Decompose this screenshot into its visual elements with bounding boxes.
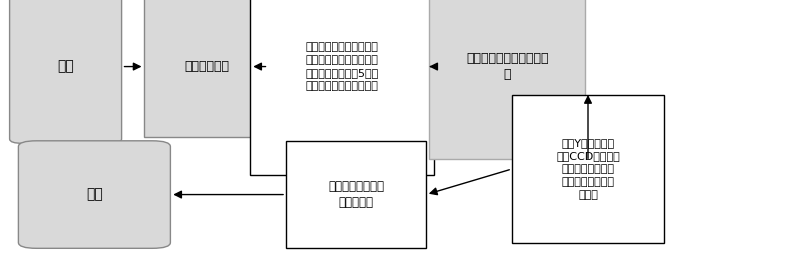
Text: 调整硬件系统: 调整硬件系统 [184, 60, 229, 73]
Bar [286, 141, 426, 248]
FancyBboxPatch shape [10, 0, 122, 143]
Text: 按双倍温度常数公
式计算其值: 按双倍温度常数公 式计算其值 [328, 180, 384, 209]
Text: 选取一系列等间隔分布的
积分时间，对每一个积分
时间，拍摄不少于5张图
像，抽取中间位置的一张: 选取一系列等间隔分布的 积分时间，对每一个积分 时间，拍摄不少于5张图 像，抽取… [306, 42, 379, 91]
Text: 结束: 结束 [86, 188, 102, 201]
Text: 选取Y个等间隔分
布的CCD芯片工作
温度，对每一个温
度值，测量此时的
暗电流: 选取Y个等间隔分 布的CCD芯片工作 温度，对每一个温 度值，测量此时的 暗电流 [556, 138, 620, 200]
Bar [512, 95, 664, 243]
Bar [145, 0, 269, 137]
Text: 进行线性拟合，求得暗电
流: 进行线性拟合，求得暗电 流 [466, 52, 549, 81]
FancyBboxPatch shape [18, 141, 170, 248]
Bar [429, 0, 586, 159]
Text: 开始: 开始 [58, 60, 74, 73]
Bar [250, 0, 434, 175]
